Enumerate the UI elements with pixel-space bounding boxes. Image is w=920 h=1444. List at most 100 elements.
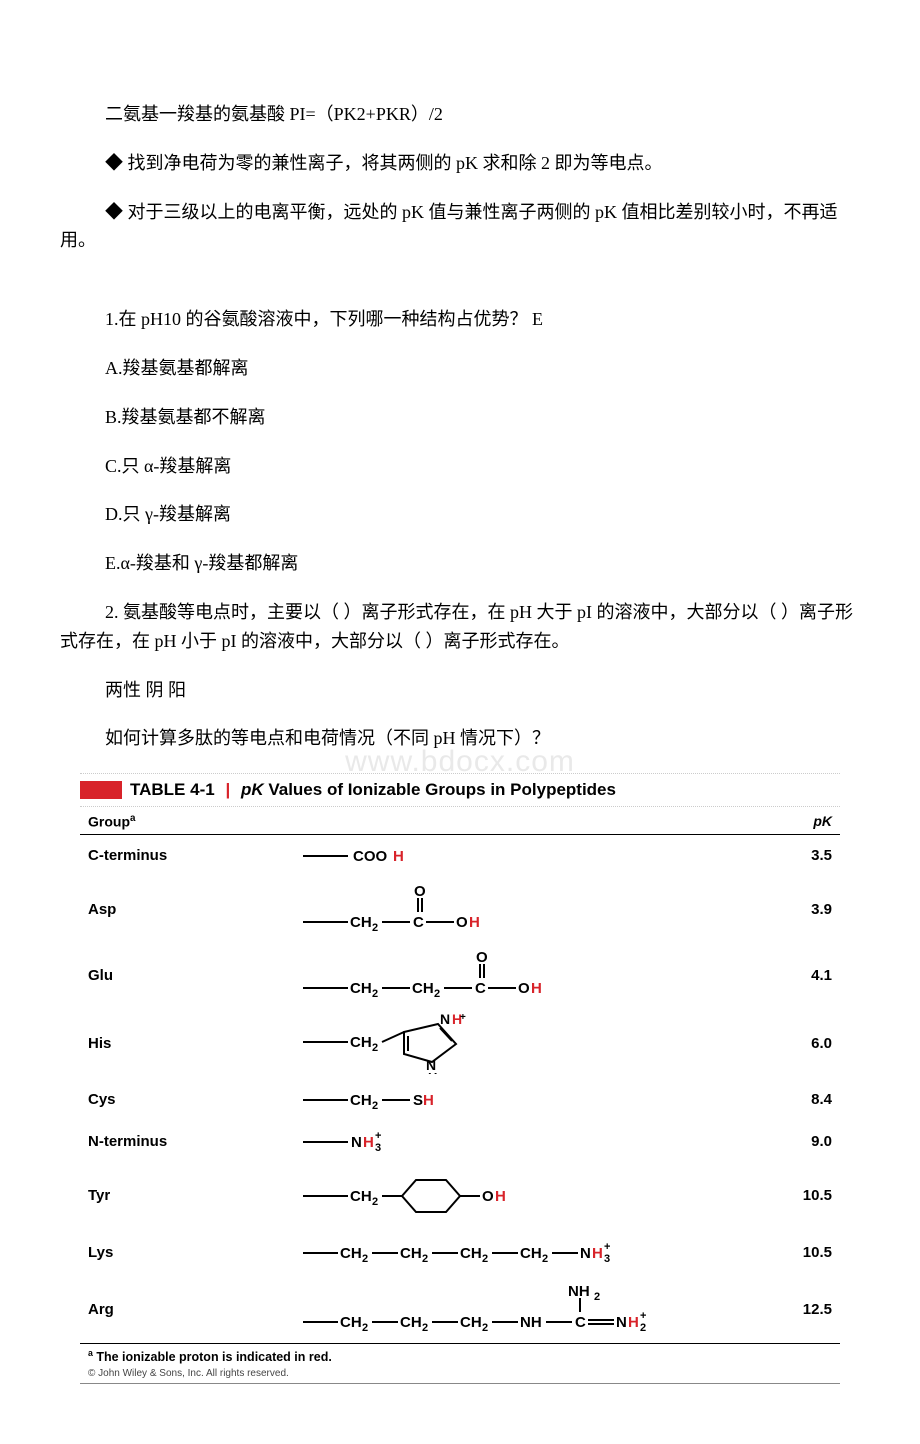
structure-svg: CH2 CH2 CH2 NH C NH2 N H 2 +: [298, 1284, 758, 1336]
svg-text:O: O: [414, 884, 426, 900]
svg-text:CH: CH: [350, 1188, 372, 1205]
structure-cell: N H 3 +: [298, 1125, 772, 1159]
pk-cell: 12.5: [772, 1301, 832, 1318]
col-header-group: Groupa: [88, 813, 298, 830]
question: 2. 氨基酸等电点时，主要以（ ）离子形式存在，在 pH 大于 pI 的溶液中，…: [60, 598, 860, 656]
svg-text:H: H: [423, 1092, 434, 1109]
structure-svg: CH2 CH2 CH2 CH2 N H 3 +: [298, 1239, 718, 1267]
answer: 两性 阴 阳: [60, 676, 860, 705]
pk-table: www.bdocx.com TABLE 4-1 | pK Values of I…: [80, 773, 840, 1384]
svg-text:CH: CH: [412, 980, 434, 997]
svg-text:H: H: [363, 1134, 374, 1151]
svg-text:CH: CH: [350, 980, 372, 997]
svg-text:CH: CH: [350, 1034, 372, 1051]
svg-text:H: H: [495, 1188, 506, 1205]
svg-text:H: H: [628, 1314, 639, 1331]
structure-cell: CH2 C O O H: [298, 881, 772, 939]
svg-text:N: N: [616, 1314, 627, 1331]
svg-text:CH: CH: [340, 1314, 362, 1331]
col-header-group-sup: a: [130, 813, 135, 824]
group-cell: Tyr: [88, 1187, 298, 1204]
svg-text:2: 2: [372, 922, 378, 934]
table-title-row: TABLE 4-1 | pK Values of Ionizable Group…: [80, 773, 840, 807]
svg-text:2: 2: [542, 1253, 548, 1265]
pk-italic: pK: [241, 780, 264, 799]
structure-svg: N H 3 +: [298, 1129, 478, 1155]
group-cell: Arg: [88, 1301, 298, 1318]
svg-text:2: 2: [482, 1253, 488, 1265]
svg-text:CH: CH: [400, 1245, 422, 1262]
table-title-text: Values of Ionizable Groups in Polypeptid…: [268, 780, 616, 799]
option: A.羧基氨基都解离: [60, 354, 860, 383]
svg-text:+: +: [375, 1130, 381, 1142]
table-label: TABLE 4-1: [130, 780, 215, 799]
svg-text:NH: NH: [568, 1284, 590, 1300]
svg-text:O: O: [482, 1188, 494, 1205]
svg-text:2: 2: [594, 1291, 600, 1303]
pk-cell: 9.0: [772, 1133, 832, 1150]
structure-svg: CH2 C O O H: [298, 884, 558, 936]
svg-text:O: O: [518, 980, 530, 997]
spacer: [60, 275, 860, 305]
group-cell: Glu: [88, 967, 298, 984]
svg-text:H: H: [469, 914, 480, 931]
table-row: C-terminus COO H 3.5: [80, 835, 840, 877]
paragraph: 二氨基一羧基的氨基酸 PI=（PK2+PKR）/2: [60, 100, 860, 129]
svg-text:NH: NH: [520, 1314, 542, 1331]
paragraph: ◆ 找到净电荷为零的兼性离子，将其两侧的 pK 求和除 2 即为等电点。: [60, 149, 860, 178]
svg-text:+: +: [640, 1310, 646, 1322]
svg-text:N: N: [440, 1014, 450, 1027]
table-row: Arg CH2 CH2 CH2 NH C NH2 N: [80, 1277, 840, 1343]
table-row: Lys CH2 CH2 CH2 CH2 N H 3 +: [80, 1229, 840, 1277]
structure-cell: CH2 O H: [298, 1167, 772, 1225]
svg-text:N: N: [580, 1245, 591, 1262]
svg-text:O: O: [476, 950, 488, 966]
svg-text:C: C: [575, 1314, 586, 1331]
structure-svg: CH2 N H + N H: [298, 1014, 558, 1074]
structure-svg: CH2 S H: [298, 1088, 518, 1112]
table-row: His CH2 N H + N H 6.0: [80, 1009, 840, 1079]
red-tab-icon: [80, 781, 122, 799]
svg-text:H: H: [393, 848, 404, 865]
pk-cell: 10.5: [772, 1244, 832, 1261]
svg-text:CH: CH: [340, 1245, 362, 1262]
col-header-group-text: Group: [88, 814, 130, 830]
group-cell: Asp: [88, 901, 298, 918]
pk-cell: 3.9: [772, 901, 832, 918]
question: 如何计算多肽的等电点和电荷情况（不同 pH 情况下）？: [60, 724, 860, 753]
table-row: Cys CH2 S H 8.4: [80, 1079, 840, 1121]
svg-text:+: +: [460, 1014, 466, 1023]
svg-text:2: 2: [434, 988, 440, 1000]
group-cell: Cys: [88, 1091, 298, 1108]
document-page: 二氨基一羧基的氨基酸 PI=（PK2+PKR）/2 ◆ 找到净电荷为零的兼性离子…: [0, 0, 920, 1444]
svg-text:O: O: [456, 914, 468, 931]
table-title: TABLE 4-1 | pK Values of Ionizable Group…: [130, 780, 616, 800]
col-header-pk: pK: [772, 813, 832, 830]
option: E.α-羧基和 γ-羧基都解离: [60, 549, 860, 578]
pk-cell: 10.5: [772, 1187, 832, 1204]
svg-text:2: 2: [372, 1042, 378, 1054]
group-cell: C-terminus: [88, 847, 298, 864]
option: C.只 α-羧基解离: [60, 452, 860, 481]
svg-text:2: 2: [362, 1322, 368, 1334]
structure-svg: CH2 O H: [298, 1170, 578, 1222]
table-row: Asp CH2 C O O H 3.9: [80, 877, 840, 943]
option: D.只 γ-羧基解离: [60, 500, 860, 529]
group-cell: Lys: [88, 1244, 298, 1261]
svg-text:2: 2: [422, 1322, 428, 1334]
svg-text:CH: CH: [350, 914, 372, 931]
svg-text:2: 2: [640, 1322, 646, 1334]
footnote-text: The ionizable proton is indicated in red…: [96, 1350, 331, 1364]
structure-svg: CH2 CH2 C O O H: [298, 950, 618, 1002]
group-cell: N-terminus: [88, 1133, 298, 1150]
svg-text:H: H: [531, 980, 542, 997]
table-footnote: a The ionizable proton is indicated in r…: [80, 1343, 840, 1366]
footnote-sup: a: [88, 1348, 93, 1358]
svg-text:CH: CH: [400, 1314, 422, 1331]
group-cell: His: [88, 1035, 298, 1052]
structure-cell: CH2 N H + N H: [298, 1013, 772, 1075]
svg-text:CH: CH: [460, 1245, 482, 1262]
svg-text:C: C: [413, 914, 424, 931]
pk-cell: 8.4: [772, 1091, 832, 1108]
svg-text:N: N: [351, 1134, 362, 1151]
